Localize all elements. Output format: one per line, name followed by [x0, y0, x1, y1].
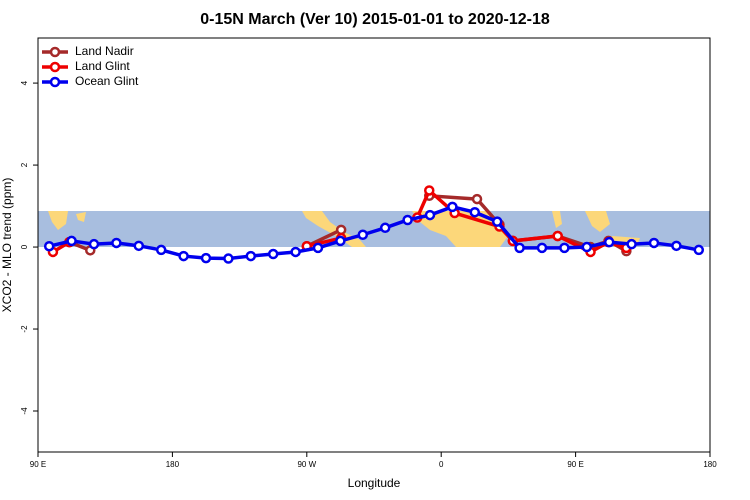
y-tick-label: -4	[20, 407, 29, 415]
data-point	[581, 241, 593, 253]
x-tick-label: 0	[439, 460, 444, 469]
data-point	[648, 237, 660, 249]
y-tick-label: 0	[20, 244, 29, 249]
y-tick-label: -2	[20, 325, 29, 333]
legend-label: Land Glint	[75, 59, 130, 73]
data-point	[178, 250, 189, 262]
data-point	[66, 235, 77, 247]
data-point	[290, 246, 301, 258]
data-point	[111, 237, 122, 249]
data-point	[88, 238, 100, 250]
data-point	[671, 240, 682, 252]
data-point	[357, 229, 369, 241]
data-point	[469, 206, 481, 218]
data-point	[312, 242, 324, 254]
data-point	[335, 224, 347, 236]
x-tick-label: 90 E	[30, 460, 46, 469]
data-point	[491, 216, 503, 227]
data-point	[245, 250, 257, 262]
y-tick-label: 2	[20, 162, 29, 167]
data-point	[379, 222, 391, 234]
data-point	[536, 242, 548, 254]
y-axis-label: XCO2 - MLO trend (ppm)	[0, 178, 14, 313]
x-tick-label: 180	[166, 460, 180, 469]
data-point	[402, 214, 413, 226]
legend-label: Land Nadir	[75, 44, 134, 58]
plot-frame	[37, 37, 711, 453]
x-tick-label: 90 E	[567, 460, 583, 469]
data-point	[200, 252, 212, 264]
legend-marker	[49, 76, 61, 88]
data-point	[223, 253, 234, 264]
data-point	[693, 244, 705, 256]
data-point	[424, 209, 436, 221]
legend-label: Ocean Glint	[75, 74, 139, 88]
data-point	[424, 185, 435, 196]
data-point	[447, 201, 458, 213]
x-axis-label: Longitude	[348, 476, 401, 490]
x-tick-label: 180	[703, 460, 717, 469]
data-point	[559, 242, 570, 254]
data-point	[471, 193, 483, 205]
chart-title: 0-15N March (Ver 10) 2015-01-01 to 2020-…	[200, 11, 550, 28]
data-point	[155, 244, 167, 256]
legend-marker	[49, 61, 61, 73]
data-point	[335, 235, 346, 247]
data-point	[133, 240, 145, 252]
data-point	[626, 238, 637, 250]
data-point	[267, 248, 279, 260]
data-point	[43, 240, 55, 252]
y-tick-label: 4	[20, 80, 29, 85]
data-point	[603, 236, 615, 248]
x-tick-label: 90 W	[297, 460, 316, 469]
data-point	[552, 230, 563, 242]
data-point	[514, 242, 525, 254]
legend-marker	[49, 46, 61, 58]
